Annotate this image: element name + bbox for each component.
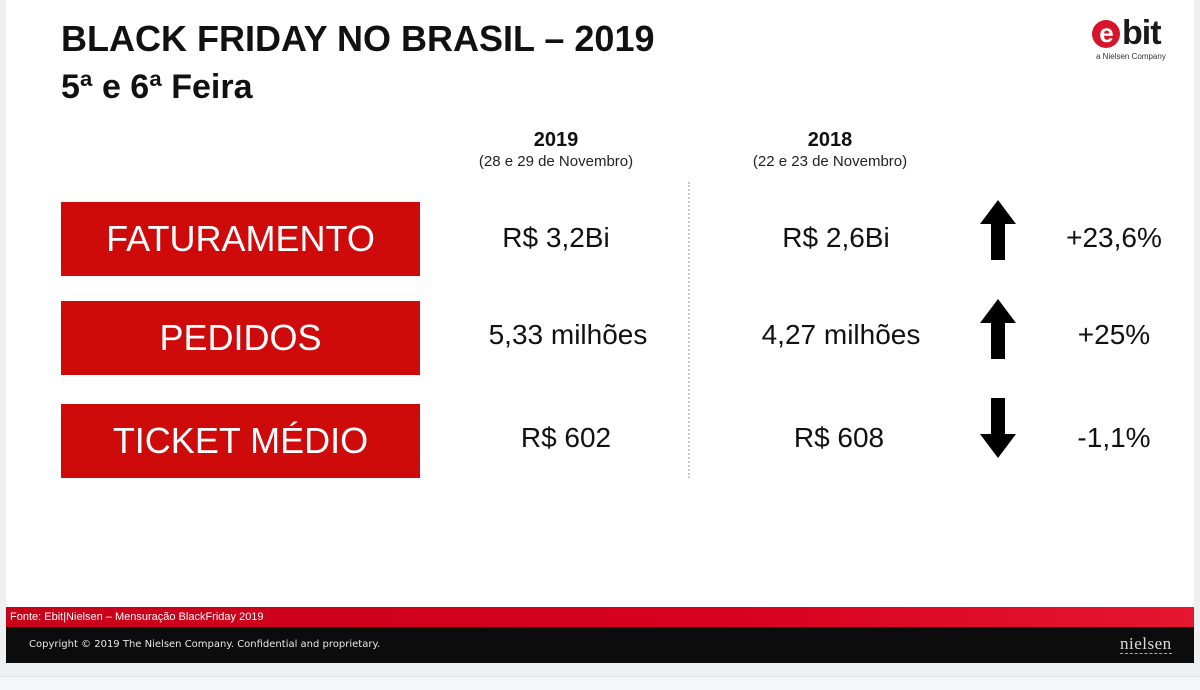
- value-2018-pedidos: 4,27 milhões: [761, 319, 921, 350]
- column-dates: (28 e 29 de Novembro): [478, 153, 634, 170]
- value-2019-faturamento: R$ 3,2Bi: [502, 222, 610, 253]
- column-header-2019: 2019 (28 e 29 de Novembro): [426, 128, 686, 172]
- ebit-tagline: a Nielsen Company: [1096, 52, 1166, 61]
- column-divider: [688, 182, 690, 478]
- change-ticket-medio: -1,1%: [1077, 422, 1151, 453]
- column-dates: (22 e 23 de Novembro): [752, 153, 908, 170]
- arrow-up-icon: [980, 299, 1016, 359]
- page-subtitle: 5ª e 6ª Feira: [61, 68, 253, 106]
- value-2018-faturamento: R$ 2,6Bi: [782, 222, 890, 253]
- page-title: BLACK FRIDAY NO BRASIL – 2019: [61, 18, 655, 59]
- nielsen-logo: nielsen: [1120, 634, 1172, 654]
- footer-bar: Copyright © 2019 The Nielsen Company. Co…: [6, 627, 1194, 663]
- value-2019-pedidos: 5,33 milhões: [488, 319, 648, 350]
- metric-label-faturamento: FATURAMENTO: [61, 202, 420, 276]
- value-2019-ticket-medio: R$ 602: [520, 422, 612, 453]
- source-note: Fonte: Ebit|Nielsen – Mensuração BlackFr…: [10, 611, 264, 623]
- change-pedidos: +25%: [1077, 319, 1151, 350]
- ebit-logo: e bit a Nielsen Company: [1092, 16, 1192, 66]
- source-note-bar: Fonte: Ebit|Nielsen – Mensuração BlackFr…: [6, 607, 1194, 627]
- metric-label-ticket-medio: TICKET MÉDIO: [61, 404, 420, 478]
- bottom-edge: [0, 676, 1200, 690]
- column-year: 2018: [807, 129, 853, 151]
- column-header-2018: 2018 (22 e 23 de Novembro): [700, 128, 960, 172]
- slide: BLACK FRIDAY NO BRASIL – 2019 5ª e 6ª Fe…: [6, 0, 1194, 663]
- copyright-text: Copyright © 2019 The Nielsen Company. Co…: [29, 639, 381, 650]
- ebit-logo-text: bit: [1122, 14, 1162, 52]
- ebit-logo-e: e: [1092, 20, 1120, 48]
- column-year: 2019: [533, 129, 579, 151]
- value-2018-ticket-medio: R$ 608: [793, 422, 885, 453]
- arrow-up-icon: [980, 200, 1016, 260]
- metric-label-pedidos: PEDIDOS: [61, 301, 420, 375]
- change-faturamento: +23,6%: [1066, 222, 1162, 253]
- arrow-down-icon: [980, 398, 1016, 458]
